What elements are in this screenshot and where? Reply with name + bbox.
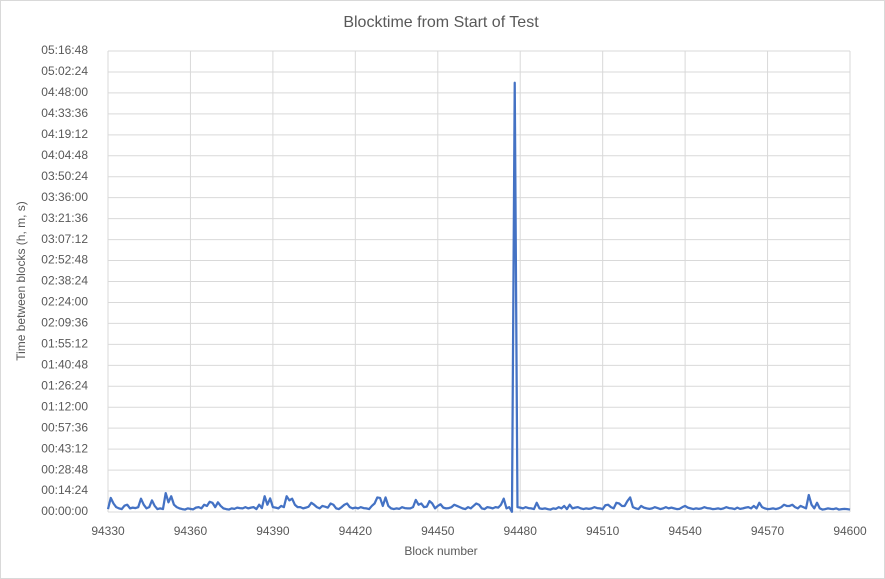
x-tick-label: 94510 <box>586 524 620 538</box>
data-line <box>106 81 851 513</box>
y-tick-label: 04:48:00 <box>41 85 88 99</box>
x-tick-label: 94390 <box>256 524 290 538</box>
y-tick-label: 05:02:24 <box>41 64 88 78</box>
y-tick-label: 03:36:00 <box>41 190 88 204</box>
y-tick-label: 01:12:00 <box>41 399 88 413</box>
y-tick-label: 05:16:48 <box>41 43 88 57</box>
y-tick-label: 02:09:36 <box>41 316 88 330</box>
y-tick-label: 00:43:12 <box>41 441 88 455</box>
y-tick-label: 04:04:48 <box>41 148 88 162</box>
y-tick-label: 03:07:12 <box>41 232 88 246</box>
x-tick-label: 94570 <box>751 524 785 538</box>
chart-title: Blocktime from Start of Test <box>343 14 539 31</box>
y-tick-label: 00:14:24 <box>41 483 88 497</box>
y-tick-label: 03:21:36 <box>41 211 88 225</box>
x-tick-label: 94480 <box>504 524 538 538</box>
y-tick-label: 01:55:12 <box>41 337 88 351</box>
y-tick-label: 02:24:00 <box>41 295 88 309</box>
y-tick-label: 01:26:24 <box>41 378 88 392</box>
x-axis-label: Block number <box>404 544 477 558</box>
y-tick-label: 00:57:36 <box>41 420 88 434</box>
x-tick-label: 94600 <box>833 524 867 538</box>
x-tick-label: 94540 <box>668 524 702 538</box>
y-tick-label: 02:52:48 <box>41 253 88 267</box>
y-tick-label: 00:28:48 <box>41 462 88 476</box>
y-axis-label: Time between blocks (h, m, s) <box>14 201 28 361</box>
y-tick-label: 04:19:12 <box>41 127 88 141</box>
x-tick-label: 94360 <box>174 524 208 538</box>
y-tick-label: 01:40:48 <box>41 357 88 371</box>
x-tick-label: 94450 <box>421 524 455 538</box>
x-tick-label: 94420 <box>339 524 373 538</box>
y-tick-label: 04:33:36 <box>41 106 88 120</box>
x-tick-label: 94330 <box>91 524 125 538</box>
y-tick-label: 02:38:24 <box>41 274 88 288</box>
y-tick-label: 03:50:24 <box>41 169 88 183</box>
y-tick-label: 00:00:00 <box>41 504 88 518</box>
